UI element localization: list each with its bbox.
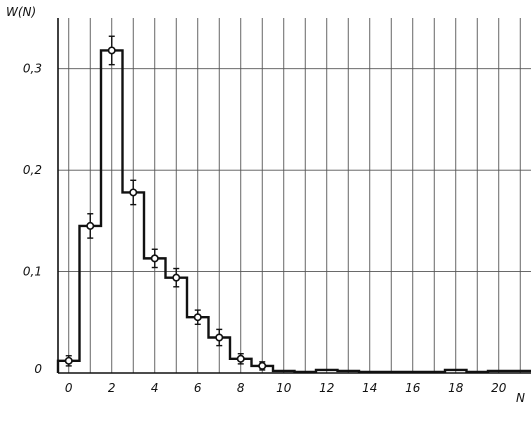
data-point — [150, 254, 159, 263]
y-tick-label: 0 — [34, 362, 42, 376]
data-point — [215, 333, 224, 342]
error-bars — [64, 35, 267, 371]
x-tick-label: 20 — [491, 381, 507, 395]
x-tick-label: 6 — [194, 381, 202, 395]
x-tick-label: 8 — [237, 381, 245, 395]
data-point — [64, 356, 73, 365]
x-tick-label: 16 — [405, 381, 421, 395]
y-tick-label: 0,2 — [23, 163, 42, 177]
data-point — [172, 273, 181, 282]
x-tick-label: 4 — [151, 381, 159, 395]
data-point — [258, 361, 267, 370]
x-tick-label: 18 — [448, 381, 464, 395]
x-tick-label: 2 — [108, 381, 116, 395]
axes — [57, 18, 531, 374]
x-tick-label: 10 — [276, 381, 292, 395]
y-axis-title: W(N) — [6, 5, 36, 19]
y-tick-label: 0,3 — [23, 62, 42, 76]
x-tick-label: 14 — [362, 381, 377, 395]
x-tick-label: 12 — [319, 381, 334, 395]
data-point — [193, 313, 202, 322]
y-tick-label: 0,1 — [23, 265, 42, 279]
grid — [58, 18, 531, 373]
data-point — [86, 221, 95, 230]
data-point — [236, 354, 245, 363]
x-axis-title: N — [516, 391, 525, 405]
data-point — [129, 188, 138, 197]
data-point — [107, 46, 116, 55]
tick-labels: 0 2 4 6 8 10 12 14 16 18 20 0 0,1 0,2 0,3 — [23, 62, 507, 395]
x-tick-label: 0 — [65, 381, 73, 395]
histogram-step-line — [56, 49, 531, 374]
